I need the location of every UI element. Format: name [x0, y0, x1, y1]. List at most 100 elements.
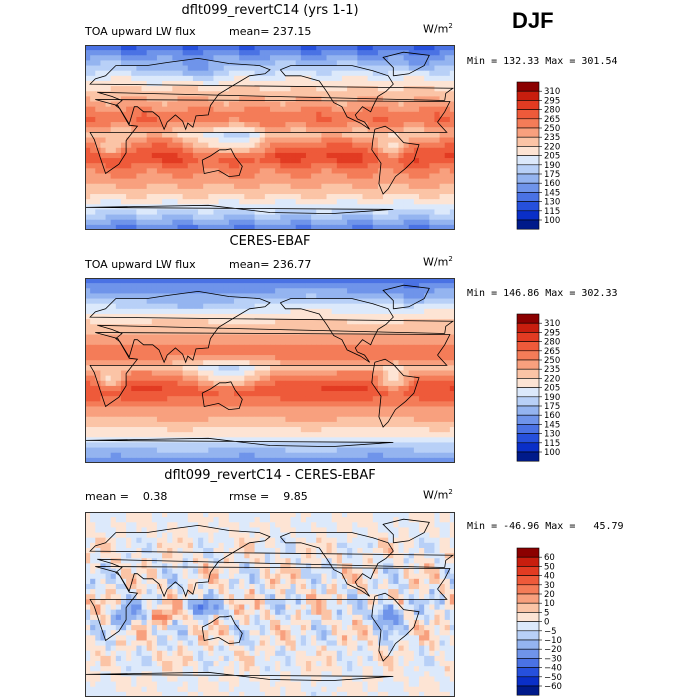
map-cell	[249, 396, 255, 402]
map-cell	[110, 116, 117, 123]
map-cell	[449, 209, 455, 215]
map-cell	[234, 442, 240, 448]
map-cell	[239, 365, 245, 371]
map-cell	[429, 329, 435, 335]
map-cell	[347, 132, 353, 138]
map-cell	[388, 401, 394, 407]
map-cell	[275, 219, 281, 226]
map-cell	[234, 224, 240, 230]
map-cell	[105, 80, 112, 87]
map-cell	[223, 334, 230, 341]
map-cell	[449, 45, 455, 51]
map-cell	[218, 319, 225, 325]
map-cell	[393, 416, 399, 423]
map-cell	[367, 278, 374, 284]
map-cell	[234, 385, 240, 392]
map-cell	[136, 75, 142, 82]
map-cell	[218, 106, 225, 113]
map-cell	[305, 411, 312, 418]
panel-2-variable-label: TOA upward LW flux	[85, 258, 196, 271]
map-cell	[90, 137, 96, 144]
map-cell	[264, 349, 271, 356]
map-cell	[234, 288, 240, 294]
map-cell	[213, 194, 220, 200]
map-cell	[352, 375, 358, 382]
map-cell	[156, 214, 163, 221]
map-cell	[187, 319, 194, 325]
map-cell	[444, 50, 451, 56]
map-cell	[167, 308, 173, 315]
map-cell	[290, 396, 297, 402]
map-cell	[234, 147, 240, 154]
map-cell	[434, 288, 440, 294]
map-cell	[167, 360, 173, 366]
map-cell	[218, 349, 225, 356]
map-cell	[383, 370, 389, 377]
map-cell	[352, 214, 358, 221]
map-cell	[172, 45, 178, 51]
map-cell	[177, 437, 184, 443]
map-cell	[300, 401, 307, 407]
map-cell	[146, 152, 153, 159]
map-cell	[300, 391, 307, 397]
map-cell	[300, 324, 307, 330]
map-cell	[311, 288, 317, 294]
map-cell	[408, 214, 415, 221]
map-cell	[388, 173, 394, 180]
map-cell	[100, 168, 106, 174]
map-cell	[336, 219, 343, 226]
map-cell	[347, 183, 353, 190]
map-cell	[444, 411, 451, 418]
map-cell	[239, 401, 245, 407]
map-cell	[285, 168, 291, 174]
map-cell	[285, 308, 291, 315]
map-cell	[347, 214, 353, 221]
map-cell	[177, 442, 184, 448]
map-cell	[449, 96, 455, 102]
map-cell	[398, 163, 405, 169]
map-cell	[239, 75, 245, 82]
map-cell	[187, 127, 194, 133]
map-cell	[341, 106, 348, 113]
map-cell	[393, 194, 399, 200]
map-cell	[177, 188, 184, 195]
map-cell	[398, 339, 405, 346]
map-cell	[254, 152, 261, 159]
map-cell	[244, 137, 250, 144]
map-cell	[424, 178, 430, 185]
map-cell	[156, 111, 163, 118]
map-cell	[393, 437, 399, 443]
map-cell	[259, 411, 266, 418]
map-cell	[285, 199, 291, 205]
map-cell	[413, 55, 420, 61]
map-cell	[254, 319, 261, 325]
map-cell	[341, 55, 348, 61]
map-cell	[120, 432, 127, 438]
map-cell	[270, 80, 276, 87]
map-cell	[347, 86, 353, 92]
map-cell	[162, 334, 168, 341]
map-cell	[270, 194, 276, 200]
map-cell	[347, 173, 353, 180]
map-cell	[192, 349, 199, 356]
map-cell	[228, 86, 235, 92]
map-cell	[290, 334, 297, 341]
map-cell	[429, 385, 435, 392]
map-cell	[254, 401, 261, 407]
map-cell	[383, 334, 389, 341]
map-cell	[408, 278, 415, 284]
map-cell	[347, 55, 353, 61]
map-cell	[136, 219, 142, 226]
map-cell	[90, 329, 96, 335]
map-cell	[126, 324, 132, 330]
map-cell	[249, 224, 255, 230]
map-cell	[419, 137, 425, 144]
map-cell	[362, 209, 369, 215]
colorbar-box	[516, 164, 540, 175]
map-cell	[362, 60, 369, 66]
map-cell	[131, 50, 137, 56]
map-cell	[362, 339, 369, 346]
map-cell	[280, 293, 286, 299]
map-cell	[321, 127, 327, 133]
map-cell	[172, 370, 178, 377]
